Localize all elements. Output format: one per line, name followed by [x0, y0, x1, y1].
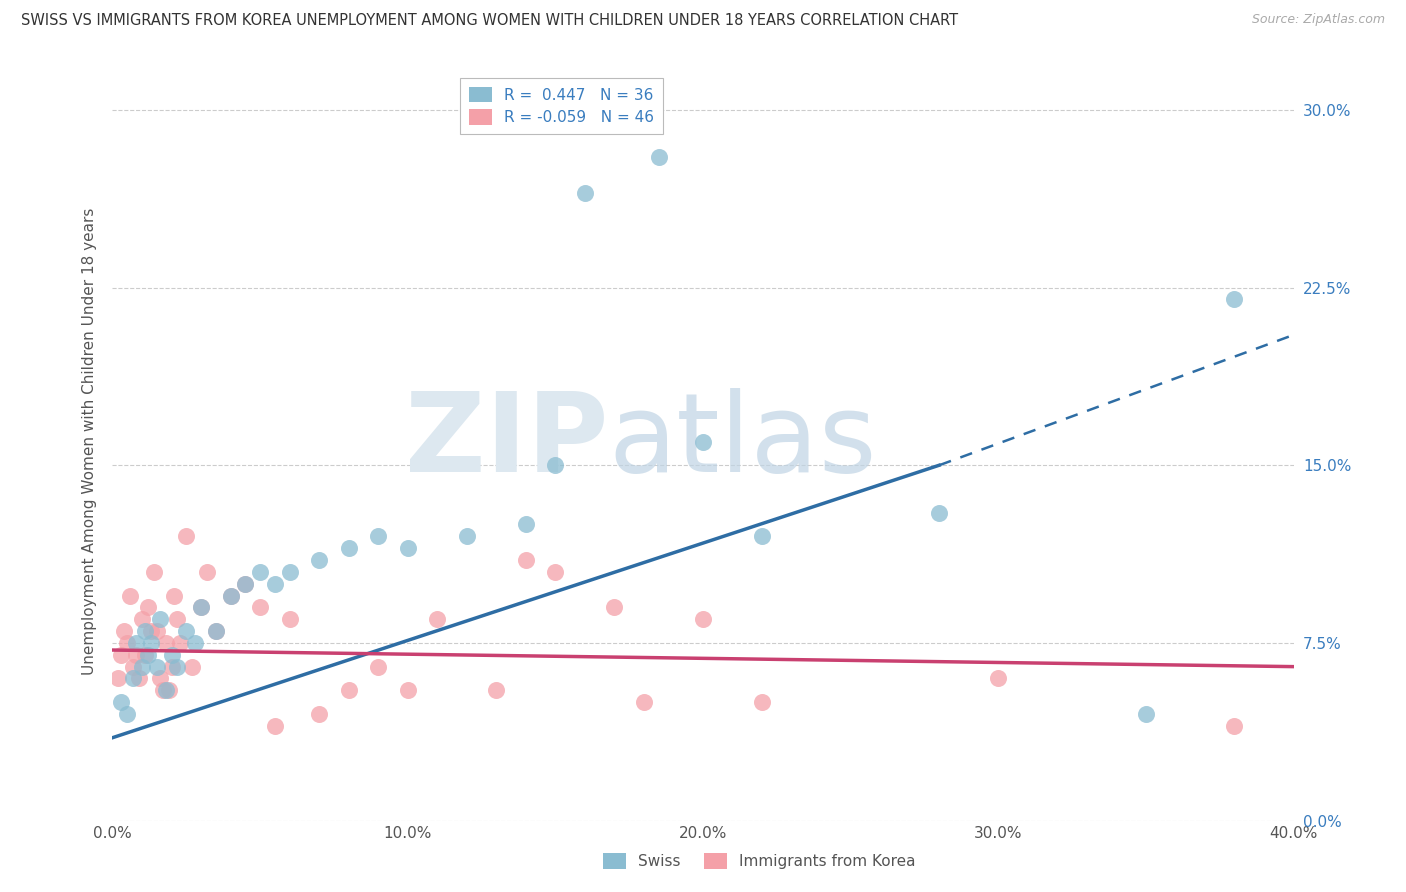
- Point: [1223, 719, 1246, 733]
- Point: [396, 541, 419, 556]
- Point: [157, 683, 180, 698]
- Point: [128, 672, 150, 686]
- Point: [139, 624, 162, 639]
- Point: [155, 683, 177, 698]
- Point: [160, 648, 183, 662]
- Point: [122, 659, 145, 673]
- Point: [110, 695, 132, 709]
- Point: [166, 659, 188, 673]
- Text: SWISS VS IMMIGRANTS FROM KOREA UNEMPLOYMENT AMONG WOMEN WITH CHILDREN UNDER 18 Y: SWISS VS IMMIGRANTS FROM KOREA UNEMPLOYM…: [21, 13, 959, 29]
- Point: [485, 683, 508, 698]
- Point: [1223, 293, 1246, 307]
- Point: [149, 672, 172, 686]
- Point: [1135, 706, 1157, 721]
- Point: [308, 553, 330, 567]
- Point: [112, 624, 135, 639]
- Text: ZIP: ZIP: [405, 388, 609, 495]
- Point: [233, 576, 256, 591]
- Point: [426, 612, 449, 626]
- Point: [337, 541, 360, 556]
- Point: [603, 600, 626, 615]
- Point: [117, 706, 138, 721]
- Point: [190, 600, 212, 615]
- Point: [751, 695, 773, 709]
- Point: [574, 186, 596, 200]
- Point: [163, 589, 186, 603]
- Point: [544, 565, 567, 579]
- Point: [633, 695, 655, 709]
- Point: [515, 517, 537, 532]
- Point: [146, 624, 169, 639]
- Point: [249, 565, 271, 579]
- Point: [169, 636, 191, 650]
- Text: atlas: atlas: [609, 388, 877, 495]
- Point: [195, 565, 218, 579]
- Point: [544, 458, 567, 473]
- Point: [155, 636, 177, 650]
- Point: [751, 529, 773, 543]
- Point: [110, 648, 132, 662]
- Point: [264, 576, 287, 591]
- Point: [149, 612, 172, 626]
- Point: [396, 683, 419, 698]
- Point: [515, 553, 537, 567]
- Point: [122, 672, 145, 686]
- Point: [367, 659, 389, 673]
- Point: [928, 506, 950, 520]
- Point: [125, 636, 148, 650]
- Point: [233, 576, 256, 591]
- Point: [181, 659, 204, 673]
- Y-axis label: Unemployment Among Women with Children Under 18 years: Unemployment Among Women with Children U…: [82, 208, 97, 675]
- Point: [205, 624, 228, 639]
- Point: [456, 529, 478, 543]
- Point: [987, 672, 1010, 686]
- Point: [174, 529, 197, 543]
- Point: [131, 612, 153, 626]
- Point: [120, 589, 142, 603]
- Point: [308, 706, 330, 721]
- Point: [264, 719, 287, 733]
- Point: [134, 648, 156, 662]
- Point: [136, 648, 159, 662]
- Point: [146, 659, 169, 673]
- Legend: Swiss, Immigrants from Korea: Swiss, Immigrants from Korea: [598, 847, 921, 875]
- Point: [278, 612, 301, 626]
- Point: [139, 636, 162, 650]
- Text: Source: ZipAtlas.com: Source: ZipAtlas.com: [1251, 13, 1385, 27]
- Point: [107, 672, 129, 686]
- Point: [131, 659, 153, 673]
- Point: [278, 565, 301, 579]
- Point: [337, 683, 360, 698]
- Point: [117, 636, 138, 650]
- Point: [136, 600, 159, 615]
- Point: [184, 636, 207, 650]
- Point: [219, 589, 242, 603]
- Point: [647, 150, 671, 164]
- Legend: R =  0.447   N = 36, R = -0.059   N = 46: R = 0.447 N = 36, R = -0.059 N = 46: [460, 78, 664, 134]
- Point: [152, 683, 174, 698]
- Point: [142, 565, 165, 579]
- Point: [166, 612, 188, 626]
- Point: [367, 529, 389, 543]
- Point: [205, 624, 228, 639]
- Point: [692, 612, 714, 626]
- Point: [692, 434, 714, 449]
- Point: [174, 624, 197, 639]
- Point: [219, 589, 242, 603]
- Point: [190, 600, 212, 615]
- Point: [125, 648, 148, 662]
- Point: [160, 659, 183, 673]
- Point: [249, 600, 271, 615]
- Point: [134, 624, 156, 639]
